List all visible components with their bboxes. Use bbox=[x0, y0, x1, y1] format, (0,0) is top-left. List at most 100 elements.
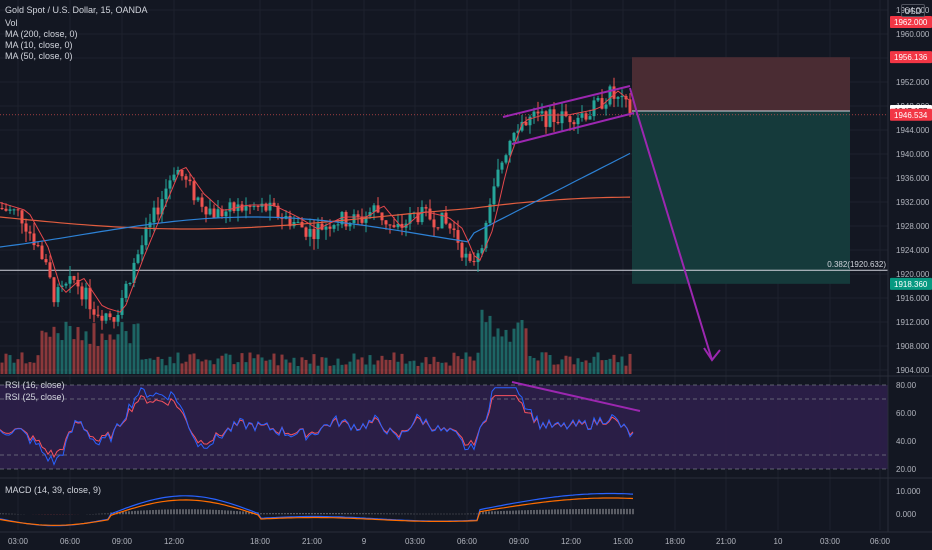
fib-0382-label: 0.382(1920.632) bbox=[827, 260, 886, 269]
time-tick-label: 18:00 bbox=[250, 537, 271, 546]
projection-arrow[interactable] bbox=[629, 87, 713, 361]
volume-bar bbox=[200, 361, 204, 374]
volume-bar bbox=[236, 362, 240, 374]
volume-bar bbox=[80, 340, 84, 374]
candle-body bbox=[152, 207, 156, 223]
candle-body bbox=[568, 116, 572, 123]
candle-body bbox=[240, 204, 244, 211]
trend-drawings[interactable] bbox=[502, 85, 721, 362]
candle-body bbox=[64, 283, 68, 286]
volume-label: Vol bbox=[5, 18, 18, 28]
candle-body bbox=[612, 86, 616, 99]
volume-bar bbox=[72, 339, 76, 374]
candle-body bbox=[20, 210, 24, 224]
candle-body bbox=[504, 155, 508, 163]
channel-lower-line[interactable] bbox=[511, 112, 635, 145]
candle-body bbox=[440, 212, 444, 229]
volume-bar bbox=[268, 359, 272, 374]
candle-body bbox=[56, 287, 60, 303]
candle-body bbox=[120, 297, 124, 315]
volume-bar bbox=[556, 364, 560, 374]
candle-body bbox=[356, 214, 360, 217]
volume-bar bbox=[372, 364, 376, 374]
stop-loss-zone[interactable] bbox=[632, 57, 850, 111]
short-position-tool[interactable]: 0.382(1920.632) bbox=[0, 57, 888, 284]
price-tick-label: 1904.000 bbox=[896, 366, 930, 375]
rsi-divergence-line[interactable] bbox=[511, 381, 641, 412]
volume-bar bbox=[196, 359, 200, 374]
time-tick-label: 06:00 bbox=[457, 537, 478, 546]
volume-bar bbox=[88, 343, 92, 374]
channel-upper-line[interactable] bbox=[502, 85, 631, 118]
candle-body bbox=[176, 170, 180, 175]
ma200-label: MA (200, close, 0) bbox=[5, 29, 78, 39]
volume-bar bbox=[116, 334, 120, 374]
candle-body bbox=[188, 179, 192, 182]
volume-bar bbox=[188, 354, 192, 374]
candle-body bbox=[628, 99, 632, 114]
volume-bar bbox=[108, 334, 112, 374]
volume-bar bbox=[400, 353, 404, 374]
candle-body bbox=[428, 208, 432, 220]
volume-bar bbox=[36, 355, 40, 374]
ma10-line bbox=[0, 90, 631, 313]
candle-body bbox=[364, 216, 368, 223]
candle-body bbox=[476, 253, 480, 263]
rsi-pane bbox=[0, 375, 932, 470]
rsi25-line bbox=[0, 394, 634, 459]
volume-bar bbox=[508, 341, 512, 374]
candle-body bbox=[12, 209, 16, 211]
candle-body bbox=[500, 162, 504, 170]
volume-bar bbox=[376, 360, 380, 374]
time-tick-label: 21:00 bbox=[716, 537, 737, 546]
candle-body bbox=[516, 130, 520, 133]
take-profit-zone[interactable] bbox=[632, 110, 850, 284]
volume-bar bbox=[128, 343, 132, 374]
volume-bar bbox=[40, 330, 44, 374]
candle-body bbox=[180, 170, 184, 177]
price-axis[interactable]: 1964.0001960.0001956.0001952.0001948.000… bbox=[887, 0, 932, 532]
volume-bar bbox=[4, 353, 8, 374]
candle-body bbox=[452, 228, 456, 231]
volume-bar bbox=[580, 361, 584, 374]
ma50-line bbox=[0, 152, 631, 248]
candle-body bbox=[200, 197, 204, 207]
candle-body bbox=[316, 223, 320, 240]
volume-bar bbox=[572, 364, 576, 374]
price-tick-label: 1924.000 bbox=[896, 246, 930, 255]
price-tick-label: 1928.000 bbox=[896, 222, 930, 231]
volume-bar bbox=[344, 364, 348, 374]
candle-body bbox=[244, 205, 248, 211]
volume-bar bbox=[332, 365, 336, 374]
volume-bar bbox=[28, 362, 32, 374]
candle-body bbox=[108, 313, 112, 318]
volume-bar bbox=[96, 346, 100, 374]
candle-body bbox=[448, 223, 452, 229]
time-tick-label: 09:00 bbox=[112, 537, 133, 546]
volume-bar bbox=[284, 359, 288, 374]
candle-body bbox=[44, 259, 48, 263]
volume-bar bbox=[112, 339, 116, 374]
volume-bar bbox=[264, 360, 268, 374]
candle-body bbox=[52, 277, 56, 303]
candle-body bbox=[296, 221, 300, 223]
volume-bar bbox=[160, 358, 164, 374]
volume-bar bbox=[488, 315, 492, 374]
volume-bar bbox=[8, 355, 12, 374]
price-badge-label: 1918.360 bbox=[894, 280, 928, 289]
volume-bar bbox=[156, 356, 160, 374]
candle-body bbox=[268, 202, 272, 211]
price-candles bbox=[0, 77, 632, 330]
volume-bar bbox=[584, 360, 588, 374]
volume-bar bbox=[480, 309, 484, 374]
macd-line bbox=[0, 492, 634, 527]
candle-body bbox=[0, 208, 4, 209]
volume-bar bbox=[92, 323, 96, 374]
volume-bar bbox=[56, 333, 60, 374]
time-axis[interactable]: 03:00 06:00 09:00 12:00 18:00 21:00 9 03:00 06:0… bbox=[0, 531, 932, 546]
candle-body bbox=[332, 225, 336, 229]
candle-body bbox=[4, 208, 8, 211]
volume-bar bbox=[152, 359, 156, 374]
currency-button[interactable]: USD bbox=[901, 4, 925, 17]
